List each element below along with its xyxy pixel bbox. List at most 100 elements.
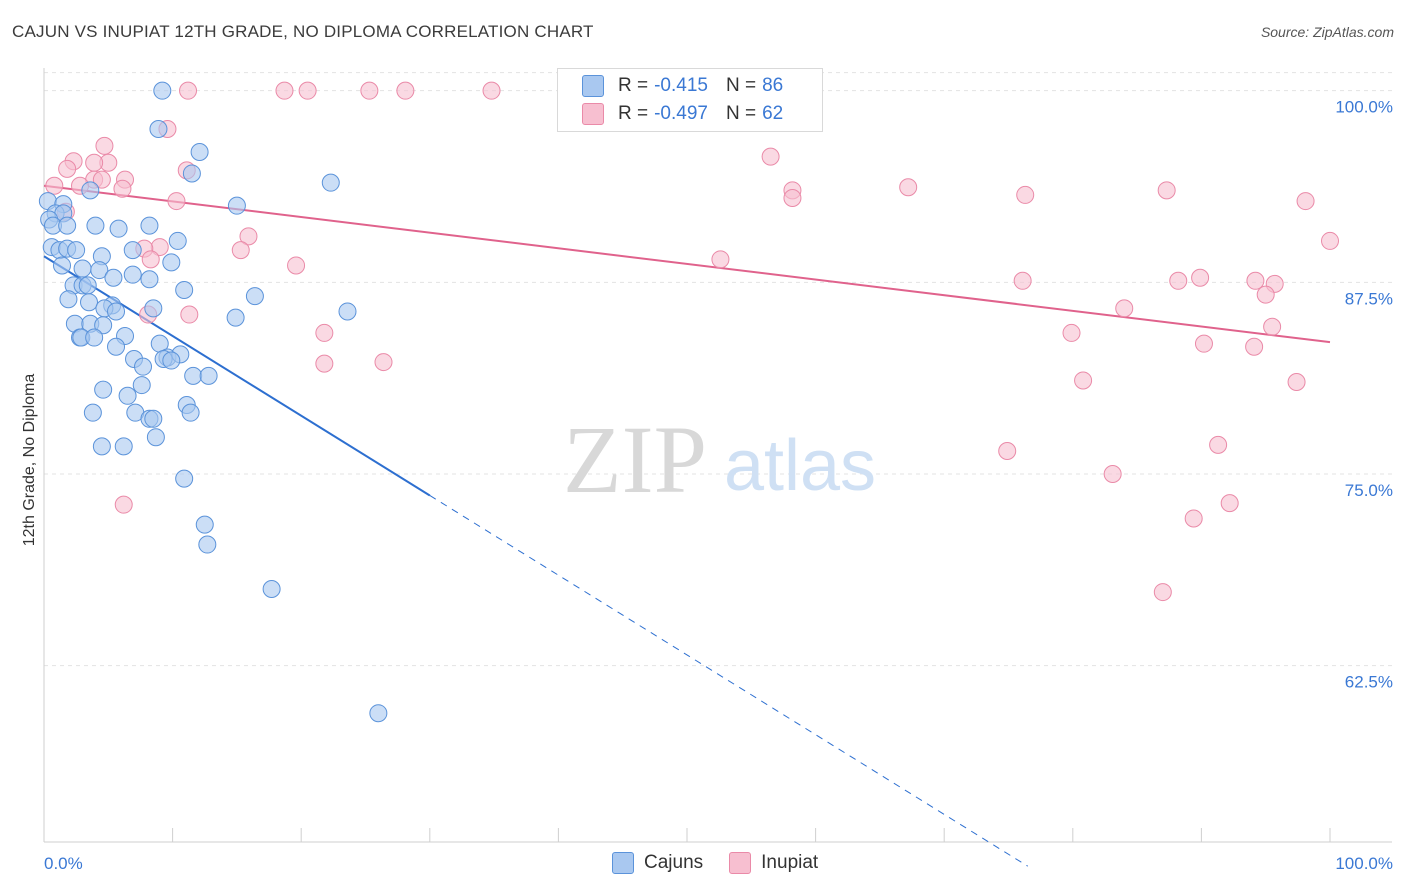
cajun-point [86, 216, 105, 235]
legend-item-inupiat[interactable]: Inupiat [729, 852, 818, 874]
cajun-point [114, 437, 133, 456]
axes [43, 68, 1392, 843]
inupiat-point [396, 81, 415, 100]
inupiat-point [1263, 317, 1282, 336]
x-tick-label: 100.0% [1335, 854, 1393, 873]
legend-row-cajuns: R = -0.415 N = 86 [582, 74, 783, 98]
inupiat-point [1256, 285, 1275, 304]
cajun-point [83, 403, 102, 422]
cajun-point [73, 259, 92, 278]
cajun-point [321, 173, 340, 192]
cajun-point [144, 409, 163, 428]
cajun-point [53, 256, 72, 275]
cajun-point [146, 428, 165, 447]
inupiat-point [275, 81, 294, 100]
cajun-point [227, 196, 246, 215]
inupiat-point [1016, 185, 1035, 204]
y-tick-label: 87.5% [1345, 289, 1393, 308]
inupiat-swatch [582, 103, 604, 125]
cajun-point [199, 366, 218, 385]
inupiat-point [1296, 192, 1315, 211]
inupiat-point [899, 178, 918, 197]
inupiat-point [1321, 231, 1339, 250]
n-label: N = [725, 103, 757, 124]
tick-labels: 62.5% 75.0% 87.5% 100.0% 0.0% 100.0% [44, 98, 1393, 873]
inupiat-point [1184, 509, 1203, 528]
cajun-point [94, 380, 113, 399]
cajun-point [198, 535, 217, 554]
inupiat-point [1115, 299, 1134, 318]
cajun-point [338, 302, 357, 321]
cajun-point [118, 386, 137, 405]
inupiat-point [1153, 583, 1172, 602]
cajun-point [175, 469, 194, 488]
inupiat-point [315, 323, 334, 342]
series-legend: Cajuns Inupiat [612, 852, 844, 874]
inupiat-point [167, 192, 186, 211]
inupiat-point [114, 495, 133, 514]
cajun-point [67, 241, 86, 260]
cajun-point [59, 290, 78, 309]
inupiat-point [761, 147, 780, 166]
cajun-point [107, 302, 126, 321]
inupiat-point [1103, 465, 1122, 483]
cajun-point [81, 181, 100, 200]
cajun-point [90, 261, 109, 280]
inupiat-point [374, 353, 393, 372]
inupiat-point [315, 354, 334, 373]
cajun-point [85, 328, 104, 347]
inupiat-point [1074, 371, 1093, 390]
cajun-point [168, 231, 187, 250]
inupiat-point [1245, 337, 1264, 356]
cajun-point [369, 704, 388, 723]
watermark: ZIP atlas [563, 406, 876, 513]
cajun-point [153, 81, 172, 100]
cajun-point [140, 216, 159, 235]
cajuns-swatch [582, 75, 604, 97]
inupiat-point [92, 170, 111, 189]
y-tick-label: 62.5% [1345, 673, 1393, 692]
inupiat-point [287, 256, 306, 275]
cajun-point [134, 357, 153, 376]
chart-source: Source: ZipAtlas.com [1260, 24, 1394, 40]
cajun-point [162, 253, 181, 272]
cajun-point [195, 515, 214, 534]
cajun-point [123, 265, 142, 284]
inupiat-point [141, 250, 160, 269]
chart-title: CAJUN VS INUPIAT 12TH GRADE, NO DIPLOMA … [12, 22, 594, 41]
cajun-point [140, 270, 159, 289]
cajuns-n-value: 86 [762, 75, 784, 96]
inupiat-n-value: 62 [762, 103, 784, 124]
watermark-atlas: atlas [724, 426, 876, 506]
cajun-point [92, 437, 111, 456]
inupiat-legend-label: Inupiat [761, 852, 819, 873]
cajun-point [149, 120, 168, 138]
cajun-point [78, 276, 97, 295]
cajun-point [144, 299, 163, 318]
inupiat-point [231, 241, 250, 260]
cajuns-legend-label: Cajuns [644, 852, 704, 873]
r-label: R = [618, 103, 649, 124]
inupiat-point [482, 81, 501, 100]
inupiat-point [1013, 271, 1032, 290]
inupiat-point [180, 305, 199, 324]
cajuns-r-value: -0.415 [654, 75, 708, 96]
data-points [38, 81, 1339, 723]
gridlines [44, 72, 1392, 667]
legend-item-cajuns[interactable]: Cajuns [612, 852, 703, 874]
cajun-trend-extension [429, 495, 1029, 867]
cajuns-legend-swatch [612, 852, 634, 874]
cajun-point [190, 143, 209, 161]
cajun-point [245, 287, 264, 306]
n-label: N = [725, 75, 757, 96]
inupiat-legend-swatch [729, 852, 752, 874]
watermark-zip: ZIP [563, 406, 707, 513]
inupiat-point [85, 153, 104, 172]
inupiat-r-value: -0.497 [654, 103, 708, 124]
cajun-point [107, 337, 126, 356]
cajun-point [58, 216, 77, 235]
inupiat-point [1194, 334, 1213, 353]
cajun-point [132, 376, 151, 395]
inupiat-point [58, 159, 77, 178]
